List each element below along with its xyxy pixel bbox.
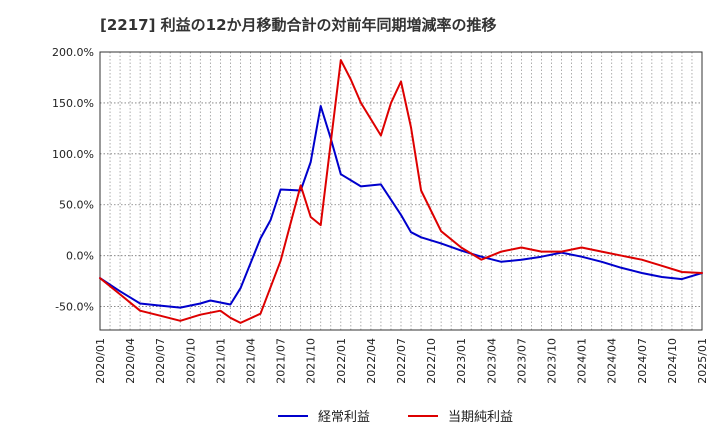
x-tick-label: 2023/10: [546, 338, 559, 384]
y-tick-label: 200.0%: [52, 46, 94, 59]
x-tick-label: 2024/10: [666, 338, 679, 384]
x-tick-label: 2025/01: [696, 338, 709, 384]
grid: [99, 51, 703, 330]
chart-title: [2217] 利益の12か月移動合計の対前年同期増減率の推移: [100, 16, 497, 34]
series-lines: [99, 59, 703, 324]
y-axis: -50.0% 0.0% 50.0% 100.0% 150.0% 200.0%: [52, 46, 94, 314]
x-tick-label: 2024/04: [606, 338, 619, 384]
x-tick-label: 2021/07: [275, 338, 288, 384]
x-tick-label: 2020/04: [124, 338, 137, 384]
x-tick-label: 2020/10: [184, 338, 197, 384]
series-line-1: [99, 105, 703, 309]
x-tick-label: 2020/01: [94, 338, 107, 384]
x-tick-label: 2024/07: [636, 338, 649, 384]
y-tick-label: -50.0%: [55, 301, 94, 314]
x-tick-label: 2022/01: [335, 338, 348, 384]
plot-border: [99, 51, 703, 331]
x-tick-label: 2023/07: [515, 338, 528, 384]
x-tick-label: 2023/04: [485, 338, 498, 384]
x-tick-label: 2022/04: [365, 338, 378, 384]
x-tick-label: 2024/01: [576, 338, 589, 384]
y-tick-label: 150.0%: [52, 97, 94, 110]
x-tick-label: 2021/01: [214, 338, 227, 384]
x-tick-label: 2022/10: [425, 338, 438, 384]
x-tick-label: 2021/04: [245, 338, 258, 384]
x-tick-label: 2020/07: [154, 338, 167, 384]
legend-label-1: 経常利益: [318, 410, 370, 425]
x-tick-label: 2022/07: [395, 338, 408, 384]
legend: 経常利益 当期純利益: [278, 410, 513, 425]
y-tick-label: 0.0%: [66, 250, 94, 263]
x-tick-label: 2023/01: [455, 338, 468, 384]
x-tick-label: 2021/10: [305, 338, 318, 384]
plot-frame: [99, 51, 703, 331]
legend-label-2: 当期純利益: [448, 410, 513, 425]
series-line-2: [99, 59, 703, 324]
y-tick-label: 100.0%: [52, 148, 94, 161]
y-tick-label: 50.0%: [59, 199, 94, 212]
x-axis: 2020/01 2020/04 2020/07 2020/10 2021/01 2021/…: [94, 338, 709, 384]
